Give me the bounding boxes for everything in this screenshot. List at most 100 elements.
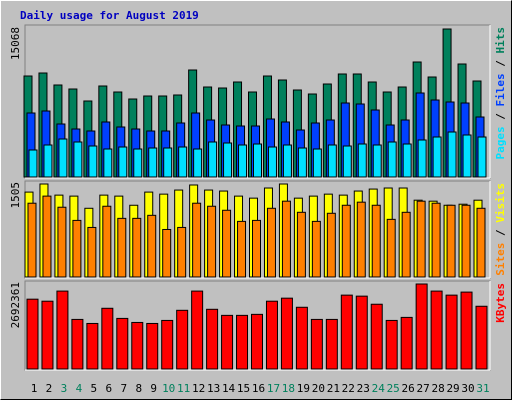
bar (57, 206, 67, 278)
x-tick-label: 24 (372, 382, 386, 395)
legend-entry: KBytes (494, 283, 507, 323)
x-tick-label: 25 (387, 382, 400, 395)
bar (461, 204, 471, 278)
bar (251, 313, 263, 370)
bar (148, 147, 158, 178)
bar (371, 204, 381, 278)
x-tick-label: 18 (282, 382, 295, 395)
bar (340, 294, 353, 370)
bar (342, 145, 352, 178)
y-tick-label: 1505 (9, 182, 22, 209)
x-tick-label: 27 (417, 382, 430, 395)
bar (117, 217, 127, 278)
bar (177, 226, 187, 278)
bar (416, 200, 426, 278)
bar (326, 212, 336, 278)
bar (132, 217, 142, 278)
bar (73, 141, 83, 178)
x-tick-label: 26 (402, 382, 415, 395)
bar (265, 300, 278, 370)
x-tick-label: 29 (446, 382, 459, 395)
bar (401, 211, 411, 278)
bar (295, 306, 308, 370)
bar (116, 317, 129, 370)
legend-entry: Hits (494, 27, 507, 54)
bar (252, 219, 261, 278)
bar (146, 322, 159, 370)
x-tick-label: 10 (162, 382, 175, 395)
bar (355, 295, 368, 370)
x-tick-label: 15 (237, 382, 250, 395)
bar (101, 307, 114, 370)
bar (223, 142, 233, 178)
bar (357, 143, 367, 178)
legend-entry: Sites (494, 243, 507, 276)
bar (58, 138, 68, 178)
bar (253, 143, 262, 178)
bar (192, 202, 202, 278)
x-tick-label: 8 (135, 382, 142, 395)
bar (71, 318, 84, 370)
bar (475, 305, 488, 370)
bar (311, 220, 321, 278)
bar (402, 143, 412, 178)
bar (415, 283, 428, 370)
bar (178, 146, 188, 178)
legend: Sites / Visits (494, 183, 507, 276)
legend-entry: Visits (494, 183, 507, 223)
bar (238, 144, 248, 178)
x-tick-label: 12 (192, 382, 205, 395)
bar (26, 298, 39, 370)
bar (102, 205, 112, 278)
bar (312, 148, 322, 178)
x-tick-label: 7 (120, 382, 127, 395)
bar (266, 207, 276, 278)
bar (237, 220, 247, 278)
legend-entry: Files (494, 73, 507, 106)
x-tick-label: 14 (222, 382, 236, 395)
bar (432, 136, 442, 178)
bar (431, 202, 441, 278)
bar (446, 204, 456, 278)
x-tick-label: 4 (76, 382, 83, 395)
bar (386, 218, 396, 278)
bar (462, 134, 472, 178)
bar (370, 303, 383, 370)
bar (206, 308, 219, 370)
bar (341, 204, 351, 278)
x-tick-label: 9 (150, 382, 157, 395)
x-tick-label: 2 (46, 382, 53, 395)
bar (42, 195, 52, 278)
bar (56, 290, 69, 370)
bar (445, 294, 458, 370)
y-tick-label: 15068 (9, 27, 22, 60)
bar (356, 201, 366, 278)
bar (460, 291, 473, 370)
x-tick-label: 28 (431, 382, 444, 395)
bar (193, 148, 203, 178)
bar (207, 205, 217, 278)
bar (161, 319, 174, 370)
bar (28, 149, 38, 178)
bar (27, 202, 37, 278)
bar (327, 144, 337, 178)
bar (221, 314, 234, 370)
bar (400, 316, 413, 370)
bar (191, 290, 204, 370)
bar (133, 148, 143, 178)
bar (118, 146, 128, 178)
bar (476, 207, 486, 278)
x-tick-label: 30 (461, 382, 474, 395)
bar (41, 300, 54, 370)
x-tick-label: 6 (106, 382, 113, 395)
bar (88, 145, 98, 178)
bar (103, 148, 113, 178)
x-tick-label: 1 (31, 382, 38, 395)
bar (162, 228, 172, 278)
x-tick-label: 20 (312, 382, 325, 395)
bar (72, 219, 82, 278)
bar (372, 144, 382, 178)
bar (385, 319, 398, 370)
